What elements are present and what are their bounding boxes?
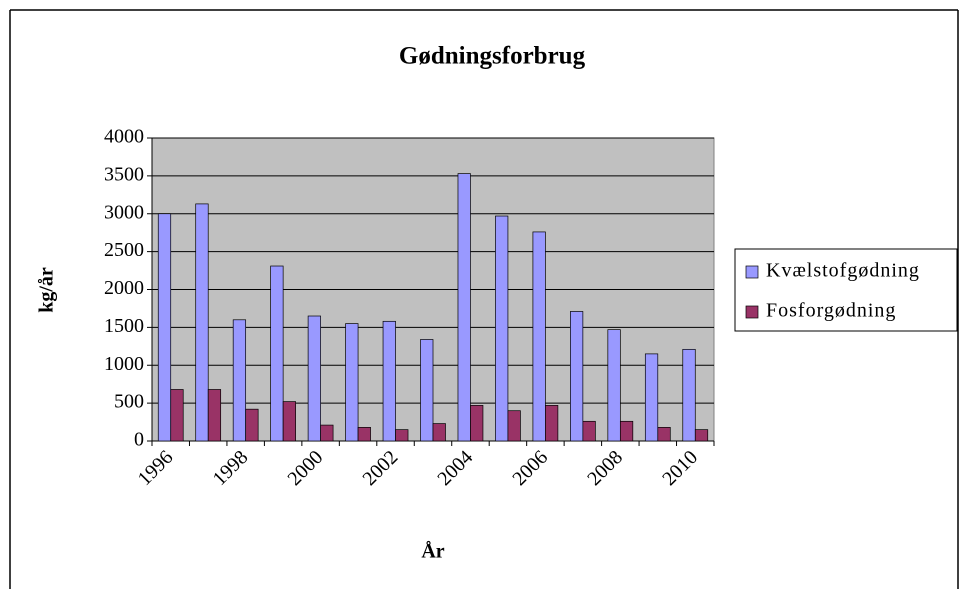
bar: [170, 389, 184, 442]
y-tick-label: 2500: [104, 239, 144, 261]
chart-title: Gødningsforbrug: [399, 43, 586, 70]
y-tick-label: 1500: [104, 315, 144, 337]
bar: [395, 429, 409, 442]
x-tick-label: 2008: [583, 446, 627, 490]
x-tick-label: 2006: [508, 446, 552, 490]
x-tick-label: 1998: [209, 446, 253, 490]
bar: [207, 389, 222, 442]
bar: [532, 231, 546, 442]
x-tick-label: 2004: [433, 446, 477, 490]
bar: [245, 408, 259, 442]
legend-label: Fosforgødning: [766, 300, 896, 322]
bar: [495, 215, 509, 442]
y-tick-label: 3000: [104, 201, 144, 223]
x-tick-label: 1996: [134, 446, 178, 490]
bar: [470, 405, 484, 442]
bar: [644, 353, 659, 442]
bar: [420, 339, 434, 442]
bar: [545, 405, 559, 442]
bar: [282, 401, 296, 442]
bar: [657, 427, 671, 442]
bar: [682, 348, 696, 442]
legend-swatch: [745, 305, 759, 319]
y-tick-label: 500: [114, 391, 144, 413]
x-tick-label: 2002: [358, 446, 402, 490]
x-tick-label: 2000: [284, 446, 328, 490]
x-axis-title: År: [421, 540, 444, 563]
bar: [607, 329, 621, 442]
x-tick-label: 2010: [658, 446, 702, 490]
bar: [232, 319, 247, 442]
y-tick-label: 0: [134, 429, 144, 451]
y-tick-label: 3500: [104, 163, 144, 185]
bar: [357, 427, 371, 442]
bar: [320, 424, 334, 442]
legend-label: Kvælstofgødning: [766, 260, 920, 282]
y-axis-title: kg/år: [36, 267, 58, 313]
y-tick-label: 2000: [104, 277, 144, 299]
bar: [270, 265, 284, 442]
bar: [694, 429, 709, 442]
bar: [345, 323, 359, 442]
bar: [570, 311, 584, 442]
bar: [619, 420, 634, 442]
bar: [507, 410, 521, 442]
y-tick-label: 4000: [104, 126, 144, 148]
bar: [582, 420, 596, 442]
bar: [195, 203, 209, 442]
legend: [734, 248, 958, 332]
legend-swatch: [745, 265, 759, 279]
bar: [432, 423, 446, 442]
bar: [457, 173, 471, 442]
y-tick-label: 1000: [104, 353, 144, 375]
bar: [382, 320, 396, 442]
bar: [307, 315, 321, 442]
bar: [157, 213, 172, 442]
